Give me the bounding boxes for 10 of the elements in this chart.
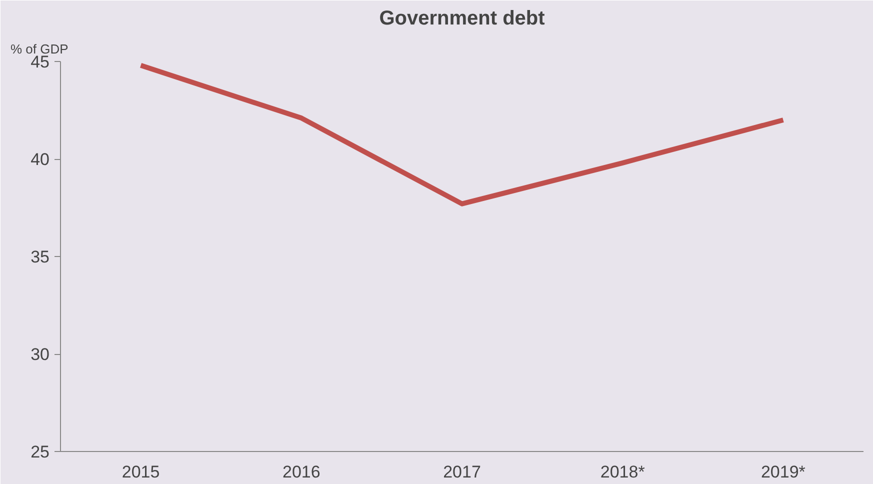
x-tick-label: 2018* [600,462,646,482]
chart-title: Government debt [379,8,546,30]
y-tick-label: 30 [30,345,50,364]
x-tick-label: 2019* [760,462,806,482]
x-tick-label: 2016 [282,462,320,482]
y-tick-label: 35 [30,248,50,266]
y-tick-label: 25 [30,442,50,462]
y-tick-label: 40 [30,150,50,169]
x-tick-label: 2015 [122,462,160,482]
x-tick-label: 2017 [443,462,481,482]
